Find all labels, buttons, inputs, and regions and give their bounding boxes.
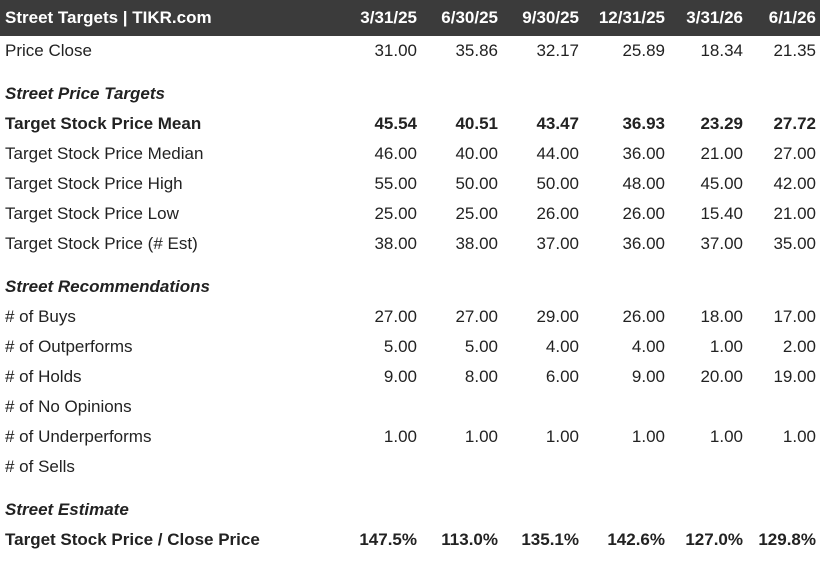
row-label: # of Buys bbox=[5, 307, 76, 326]
value-cell: 35.00 bbox=[773, 234, 816, 253]
row-label: Target Stock Price High bbox=[5, 174, 183, 193]
value-cell: 6.00 bbox=[545, 367, 579, 386]
value-cell: 1.00 bbox=[782, 427, 816, 446]
row-label: Price Close bbox=[5, 41, 92, 60]
value-cell: 36.00 bbox=[622, 234, 665, 253]
value-cell: 21.00 bbox=[700, 144, 743, 163]
value-cell: 50.00 bbox=[536, 174, 579, 193]
value-cell: 37.00 bbox=[700, 234, 743, 253]
value-cell: 1.00 bbox=[464, 427, 498, 446]
row-label: Target Stock Price Low bbox=[5, 204, 179, 223]
value-cell: 25.89 bbox=[622, 41, 665, 60]
value-cell: 42.00 bbox=[773, 174, 816, 193]
row-label: # of Holds bbox=[5, 367, 82, 386]
value-cell: 18.34 bbox=[700, 41, 743, 60]
value-cell: 38.00 bbox=[374, 234, 417, 253]
value-cell: 1.00 bbox=[709, 337, 743, 356]
value-cell: 27.00 bbox=[374, 307, 417, 326]
value-cell: 23.29 bbox=[700, 114, 743, 133]
value-cell: 113.0% bbox=[441, 530, 498, 549]
value-cell: 43.47 bbox=[536, 114, 579, 133]
value-cell: 142.6% bbox=[607, 530, 665, 549]
value-cell: 26.00 bbox=[622, 307, 665, 326]
value-cell: 2.00 bbox=[782, 337, 816, 356]
value-cell: 17.00 bbox=[773, 307, 816, 326]
value-cell: 147.5% bbox=[359, 530, 417, 549]
row-label: Target Stock Price Mean bbox=[5, 114, 202, 133]
column-header: 12/31/25 bbox=[598, 8, 665, 27]
value-cell: 1.00 bbox=[383, 427, 417, 446]
section-title: Street Price Targets bbox=[5, 84, 165, 103]
row-label: # of Sells bbox=[5, 457, 75, 476]
row-label: Target Stock Price Median bbox=[5, 144, 204, 163]
value-cell: 5.00 bbox=[383, 337, 417, 356]
section-title: Street Recommendations bbox=[5, 277, 210, 296]
value-cell: 25.00 bbox=[374, 204, 417, 223]
value-cell: 18.00 bbox=[700, 307, 743, 326]
value-cell: 20.00 bbox=[700, 367, 743, 386]
value-cell: 44.00 bbox=[536, 144, 579, 163]
value-cell: 4.00 bbox=[545, 337, 579, 356]
value-cell: 9.00 bbox=[383, 367, 417, 386]
value-cell: 8.00 bbox=[464, 367, 498, 386]
value-cell: 48.00 bbox=[622, 174, 665, 193]
value-cell: 45.00 bbox=[700, 174, 743, 193]
value-cell: 35.86 bbox=[455, 41, 498, 60]
column-header: 9/30/25 bbox=[522, 8, 579, 27]
column-header: 6/30/25 bbox=[441, 8, 498, 27]
header-bar: Street Targets | TIKR.com 3/31/25 6/30/25… bbox=[0, 0, 820, 36]
column-header: 6/1/26 bbox=[768, 8, 816, 27]
row-label: # of Outperforms bbox=[5, 337, 133, 356]
value-cell: 29.00 bbox=[536, 307, 579, 326]
value-cell: 40.51 bbox=[455, 114, 498, 133]
value-cell: 32.17 bbox=[536, 41, 579, 60]
value-cell: 26.00 bbox=[622, 204, 665, 223]
value-cell: 127.0% bbox=[685, 530, 743, 549]
value-cell: 27.00 bbox=[773, 144, 816, 163]
value-cell: 25.00 bbox=[455, 204, 498, 223]
header-title: Street Targets | TIKR.com bbox=[5, 8, 212, 27]
value-cell: 50.00 bbox=[455, 174, 498, 193]
value-cell: 4.00 bbox=[631, 337, 665, 356]
column-header: 3/31/26 bbox=[686, 8, 743, 27]
value-cell: 26.00 bbox=[536, 204, 579, 223]
value-cell: 19.00 bbox=[773, 367, 816, 386]
value-cell: 40.00 bbox=[455, 144, 498, 163]
value-cell: 5.00 bbox=[464, 337, 498, 356]
value-cell: 37.00 bbox=[536, 234, 579, 253]
value-cell: 31.00 bbox=[374, 41, 417, 60]
value-cell: 55.00 bbox=[374, 174, 417, 193]
row-label: Target Stock Price / Close Price bbox=[5, 530, 260, 549]
value-cell: 1.00 bbox=[545, 427, 579, 446]
row-label: Target Stock Price (# Est) bbox=[5, 234, 198, 253]
value-cell: 36.00 bbox=[622, 144, 665, 163]
column-header: 3/31/25 bbox=[360, 8, 417, 27]
value-cell: 15.40 bbox=[700, 204, 743, 223]
value-cell: 36.93 bbox=[622, 114, 665, 133]
value-cell: 1.00 bbox=[631, 427, 665, 446]
value-cell: 27.72 bbox=[773, 114, 816, 133]
section-title: Street Estimate bbox=[5, 500, 129, 519]
value-cell: 27.00 bbox=[455, 307, 498, 326]
value-cell: 1.00 bbox=[709, 427, 743, 446]
value-cell: 45.54 bbox=[374, 114, 417, 133]
row-label: # of Underperforms bbox=[5, 427, 152, 446]
value-cell: 21.00 bbox=[773, 204, 816, 223]
row-label: # of No Opinions bbox=[5, 397, 132, 416]
value-cell: 129.8% bbox=[758, 530, 816, 549]
value-cell: 135.1% bbox=[521, 530, 579, 549]
value-cell: 21.35 bbox=[773, 41, 816, 60]
value-cell: 9.00 bbox=[631, 367, 665, 386]
value-cell: 46.00 bbox=[374, 144, 417, 163]
value-cell: 38.00 bbox=[455, 234, 498, 253]
